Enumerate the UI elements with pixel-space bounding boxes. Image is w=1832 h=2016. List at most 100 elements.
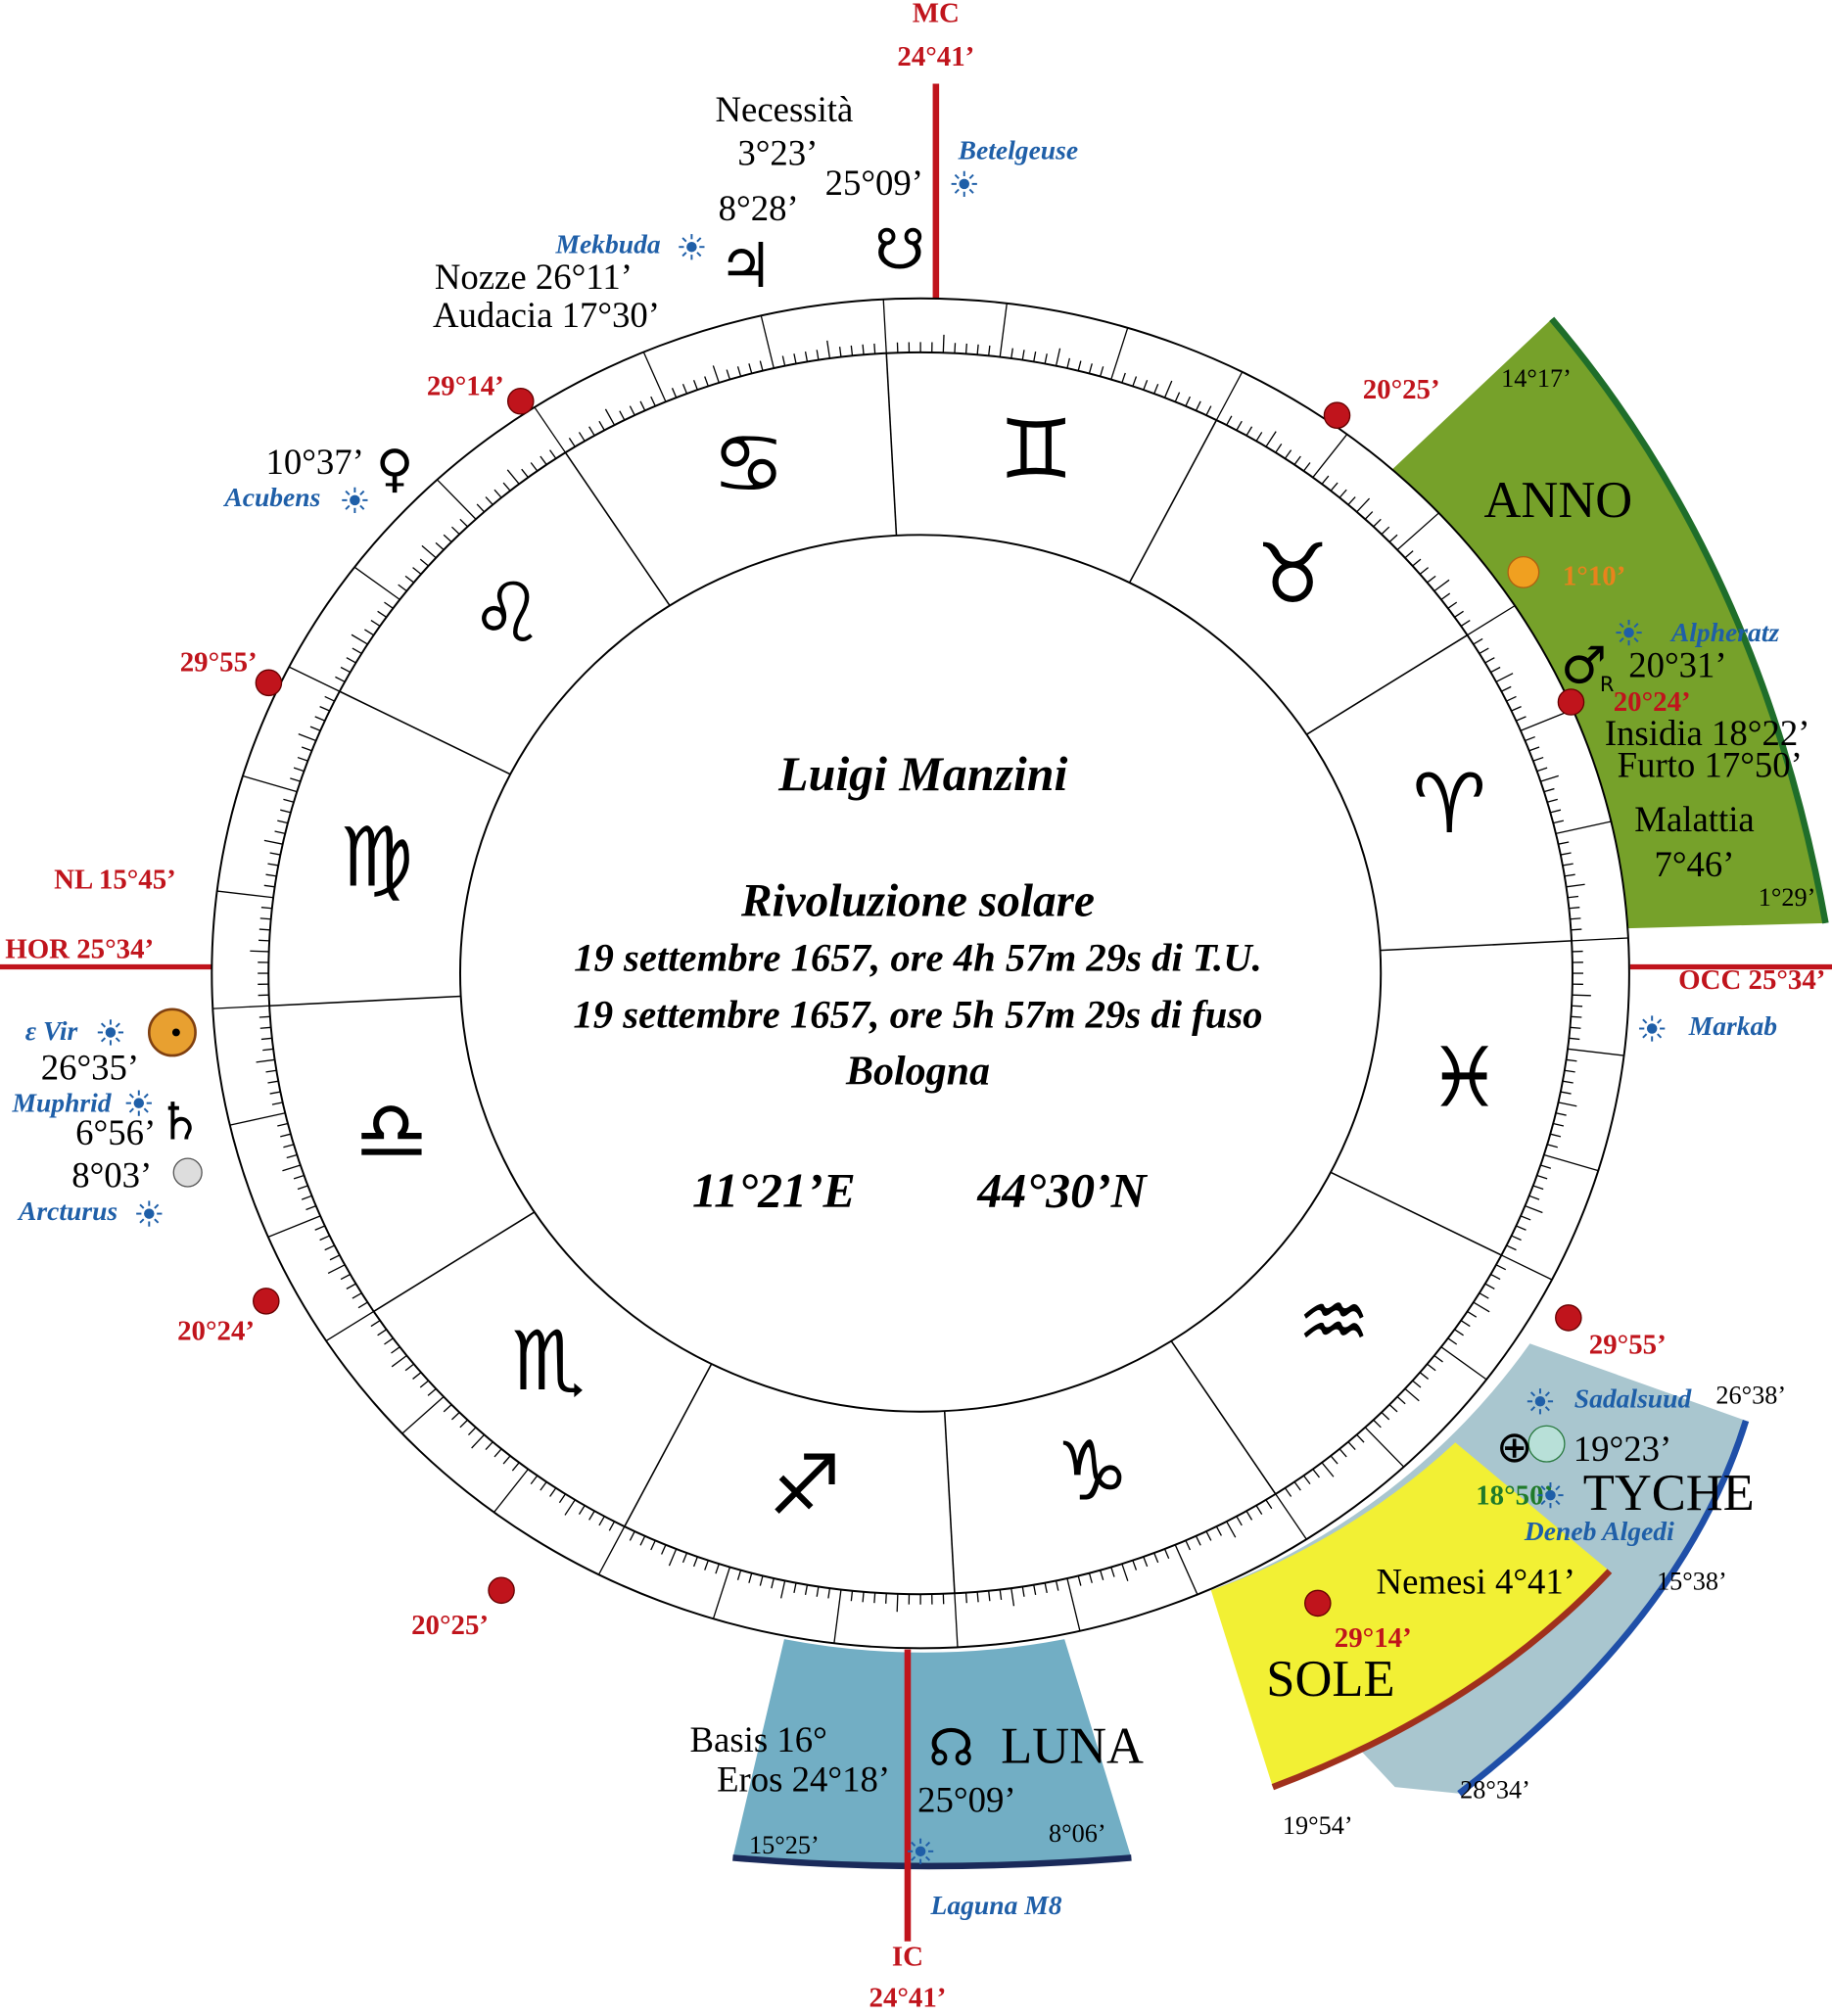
degree-tick (1454, 1329, 1464, 1336)
degree-tick (352, 1292, 362, 1299)
star-ray (139, 1203, 145, 1209)
degree-tick (816, 1586, 820, 1597)
degree-tick (502, 1455, 511, 1465)
star-ray (128, 1093, 134, 1099)
degree-tick (650, 1540, 656, 1551)
degree-tick (1547, 798, 1558, 803)
mc-label: MC (913, 0, 960, 29)
degree-tick (319, 1235, 330, 1242)
sign-boundary (269, 995, 461, 1008)
degree-tick (781, 355, 786, 366)
degree-tick (1550, 809, 1562, 814)
degree-tick (335, 676, 346, 682)
degree-tick (412, 1372, 422, 1380)
degree-tick (1100, 1570, 1104, 1580)
star-ray (681, 252, 687, 258)
degree-tick (398, 584, 407, 592)
degree-tick (598, 420, 605, 431)
star-ray (100, 1022, 107, 1028)
sign-glyph: ♏ (511, 1313, 585, 1409)
occ-label: OCC 25°34’ (1678, 964, 1825, 996)
star-ray (1540, 1485, 1546, 1491)
degree-tick (1356, 497, 1371, 513)
sign-glyph: ♌ (470, 565, 543, 661)
degree-tick (1373, 518, 1382, 528)
degree-tick (1339, 489, 1347, 498)
degree-tick (459, 518, 468, 528)
degree-tick (873, 1592, 876, 1604)
degree-tick (1528, 1195, 1540, 1200)
sector-sole (1210, 1442, 1610, 1788)
degree-tick (305, 1205, 316, 1211)
star-ray (954, 173, 960, 180)
label: 19°54’ (1283, 1811, 1353, 1840)
degree-tick (748, 1572, 753, 1583)
degree-tick (681, 1552, 688, 1564)
colored-label: 20°24’ (1614, 686, 1691, 718)
degree-tick (1347, 496, 1356, 505)
degree-tick (282, 1164, 302, 1172)
degree-tick (293, 1174, 305, 1180)
sign-boundary (624, 1363, 713, 1527)
degree-tick (1460, 1320, 1471, 1328)
ic-label: IC (892, 1942, 923, 1973)
star-icon (105, 1027, 117, 1038)
sign-boundary (1330, 1171, 1502, 1256)
label: 20°31’ (1628, 644, 1726, 684)
degree-tick (1381, 1412, 1390, 1421)
degree-tick (421, 544, 437, 559)
degree-tick (759, 1575, 764, 1586)
degree-tick (435, 541, 445, 551)
degree-tick (288, 666, 341, 692)
degree-tick (1501, 1254, 1553, 1281)
degree-tick (384, 601, 394, 609)
degree-tick (1447, 1337, 1458, 1345)
degree-tick (314, 1225, 326, 1231)
label: 7°46’ (1654, 844, 1734, 884)
star-ray (154, 1218, 160, 1224)
degree-tick (578, 432, 586, 442)
planet-symbol: ⊕ (1496, 1422, 1532, 1473)
sign-glyph: ♐ (768, 1437, 841, 1533)
degree-tick (1275, 444, 1283, 453)
label: 25°09’ (917, 1780, 1015, 1820)
degree-tick (319, 705, 330, 712)
degree-tick (1479, 1292, 1489, 1299)
degree-tick (1033, 1584, 1037, 1596)
star-ray (359, 490, 365, 495)
degree-tick (298, 732, 316, 742)
label: 14°17’ (1501, 364, 1572, 393)
star-name: Alpheratz (1669, 617, 1780, 647)
degree-tick (1265, 1499, 1273, 1510)
degree-tick (1174, 1544, 1198, 1595)
degree-tick (467, 1427, 477, 1435)
degree-tick (779, 1580, 786, 1599)
degree-tick (540, 455, 547, 465)
degree-tick (357, 1301, 368, 1309)
star-ray (696, 237, 702, 243)
degree-tick (297, 1185, 308, 1191)
star-ray (954, 188, 960, 194)
label: 10°37’ (265, 442, 363, 482)
degree-tick (826, 340, 831, 359)
degree-tick (324, 695, 335, 702)
cusp-label: 20°25’ (1363, 374, 1440, 405)
degree-tick (1467, 1310, 1478, 1318)
colored-label: 1°10’ (1563, 561, 1625, 592)
ic-degree: 24°41’ (869, 1983, 947, 2014)
sign-boundary (1128, 419, 1218, 584)
degree-tick (280, 1133, 292, 1138)
degree-tick (301, 1195, 312, 1200)
degree-tick (259, 917, 271, 920)
degree-tick (1132, 376, 1138, 387)
sign-glyph: ♑ (1056, 1423, 1129, 1519)
degree-tick (1293, 455, 1301, 465)
sun-disc (1507, 555, 1540, 588)
degree-tick (419, 558, 429, 567)
sign-boundary (1170, 1340, 1277, 1495)
degree-tick (1490, 666, 1501, 674)
degree-tick (1560, 1091, 1572, 1095)
degree-tick (650, 396, 656, 406)
label: Audacia 17°30’ (433, 295, 660, 335)
degree-tick (1528, 746, 1540, 752)
